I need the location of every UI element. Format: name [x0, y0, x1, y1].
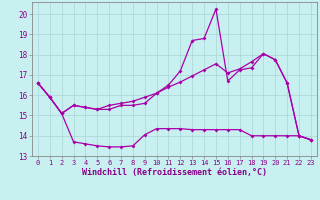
X-axis label: Windchill (Refroidissement éolien,°C): Windchill (Refroidissement éolien,°C)	[82, 168, 267, 177]
